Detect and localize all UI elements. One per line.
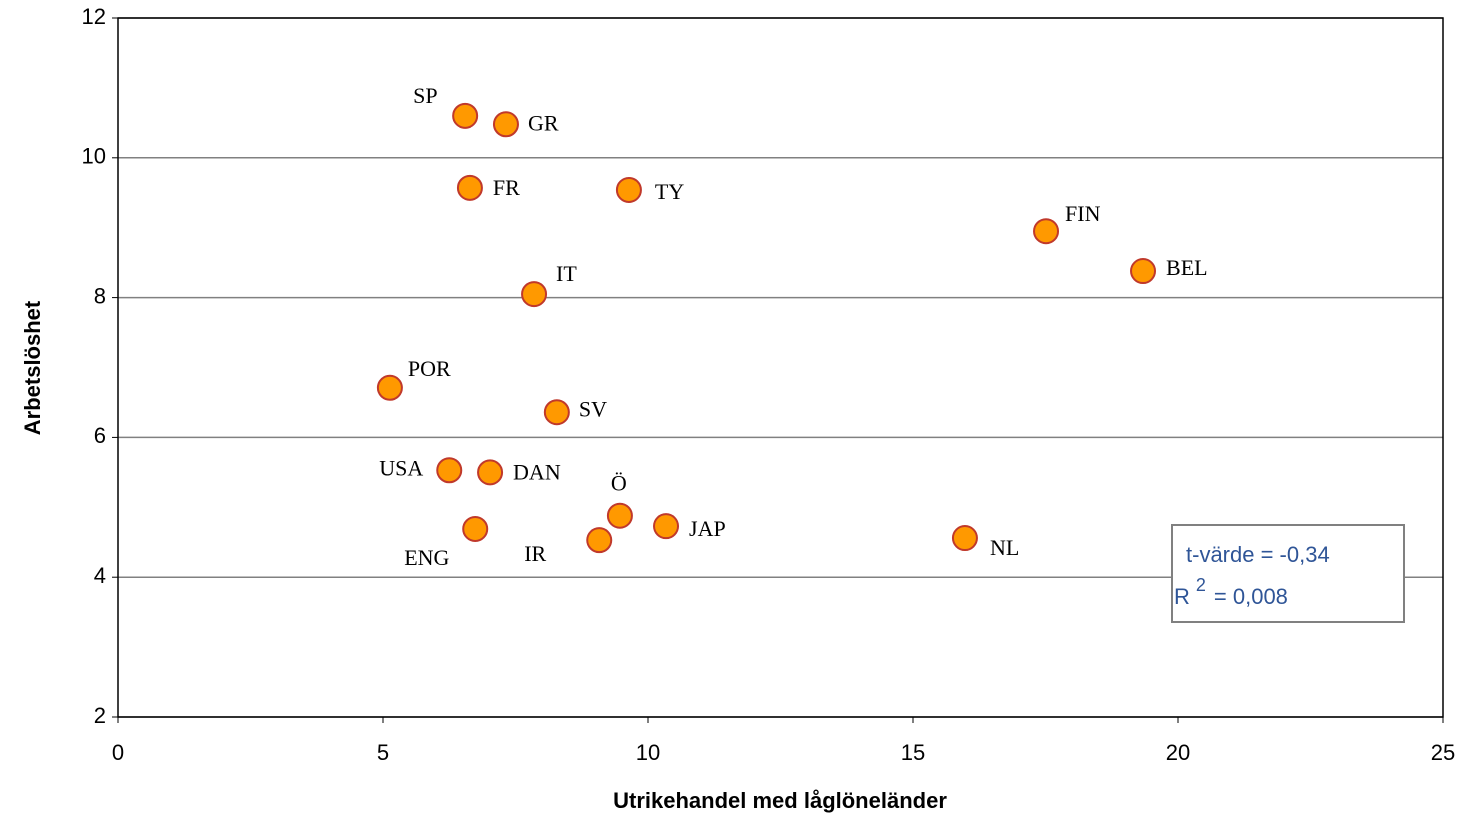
x-tick-label: 5: [377, 740, 389, 765]
t-value: t-värde = -0,34: [1186, 542, 1330, 567]
y-tick-label: 2: [94, 703, 106, 728]
y-tick-label: 8: [94, 283, 106, 308]
r2-text: R 2 = 0,008: [1174, 575, 1288, 609]
point: [492, 111, 519, 138]
x-tick-label: 10: [636, 740, 660, 765]
point: [615, 176, 642, 203]
point: [1130, 258, 1157, 285]
point-label: SP: [413, 83, 437, 108]
y-tick-label: 12: [82, 4, 106, 29]
point: [586, 527, 613, 554]
y-tick-label: 4: [94, 563, 106, 588]
point-label: ENG: [404, 545, 449, 570]
point-label: FIN: [1065, 201, 1101, 226]
point: [521, 281, 548, 308]
x-tick-label: 0: [112, 740, 124, 765]
point-label: FR: [493, 175, 520, 200]
point-label: BEL: [1166, 255, 1208, 280]
blank-patch: [440, 410, 492, 426]
r2-base: R: [1174, 584, 1190, 609]
y-tick-label: 10: [82, 144, 106, 169]
point-label: SV: [579, 396, 607, 421]
r2-rest: = 0,008: [1214, 584, 1288, 609]
point-label: USA: [379, 455, 423, 480]
point-label: DAN: [513, 459, 561, 484]
point-label: TY: [655, 179, 684, 204]
point-label: NL: [990, 535, 1019, 560]
point: [653, 513, 680, 540]
x-axis-title: Utrikehandel med låglöneländer: [613, 788, 947, 813]
point: [606, 502, 633, 529]
x-tick-label: 25: [1431, 740, 1455, 765]
y-axis-title: Arbetslöshet: [20, 300, 45, 435]
point: [543, 399, 570, 426]
point-label: GR: [528, 110, 559, 135]
point: [1033, 218, 1060, 245]
point: [376, 374, 403, 401]
point: [477, 459, 504, 486]
point-label: IT: [556, 261, 577, 286]
y-tick-label: 6: [94, 423, 106, 448]
point-label: POR: [408, 356, 451, 381]
point: [452, 102, 479, 129]
plot-border: [117, 17, 1444, 718]
r2-sup: 2: [1196, 575, 1206, 595]
point-label: IR: [524, 541, 546, 566]
point-label: Ö: [611, 471, 627, 496]
stats-box: [1171, 524, 1405, 623]
point-label: JAP: [689, 516, 726, 541]
point: [436, 457, 463, 484]
point: [462, 515, 489, 542]
point: [456, 174, 483, 201]
x-tick-label: 15: [901, 740, 925, 765]
x-tick-label: 20: [1166, 740, 1190, 765]
point: [951, 525, 978, 552]
